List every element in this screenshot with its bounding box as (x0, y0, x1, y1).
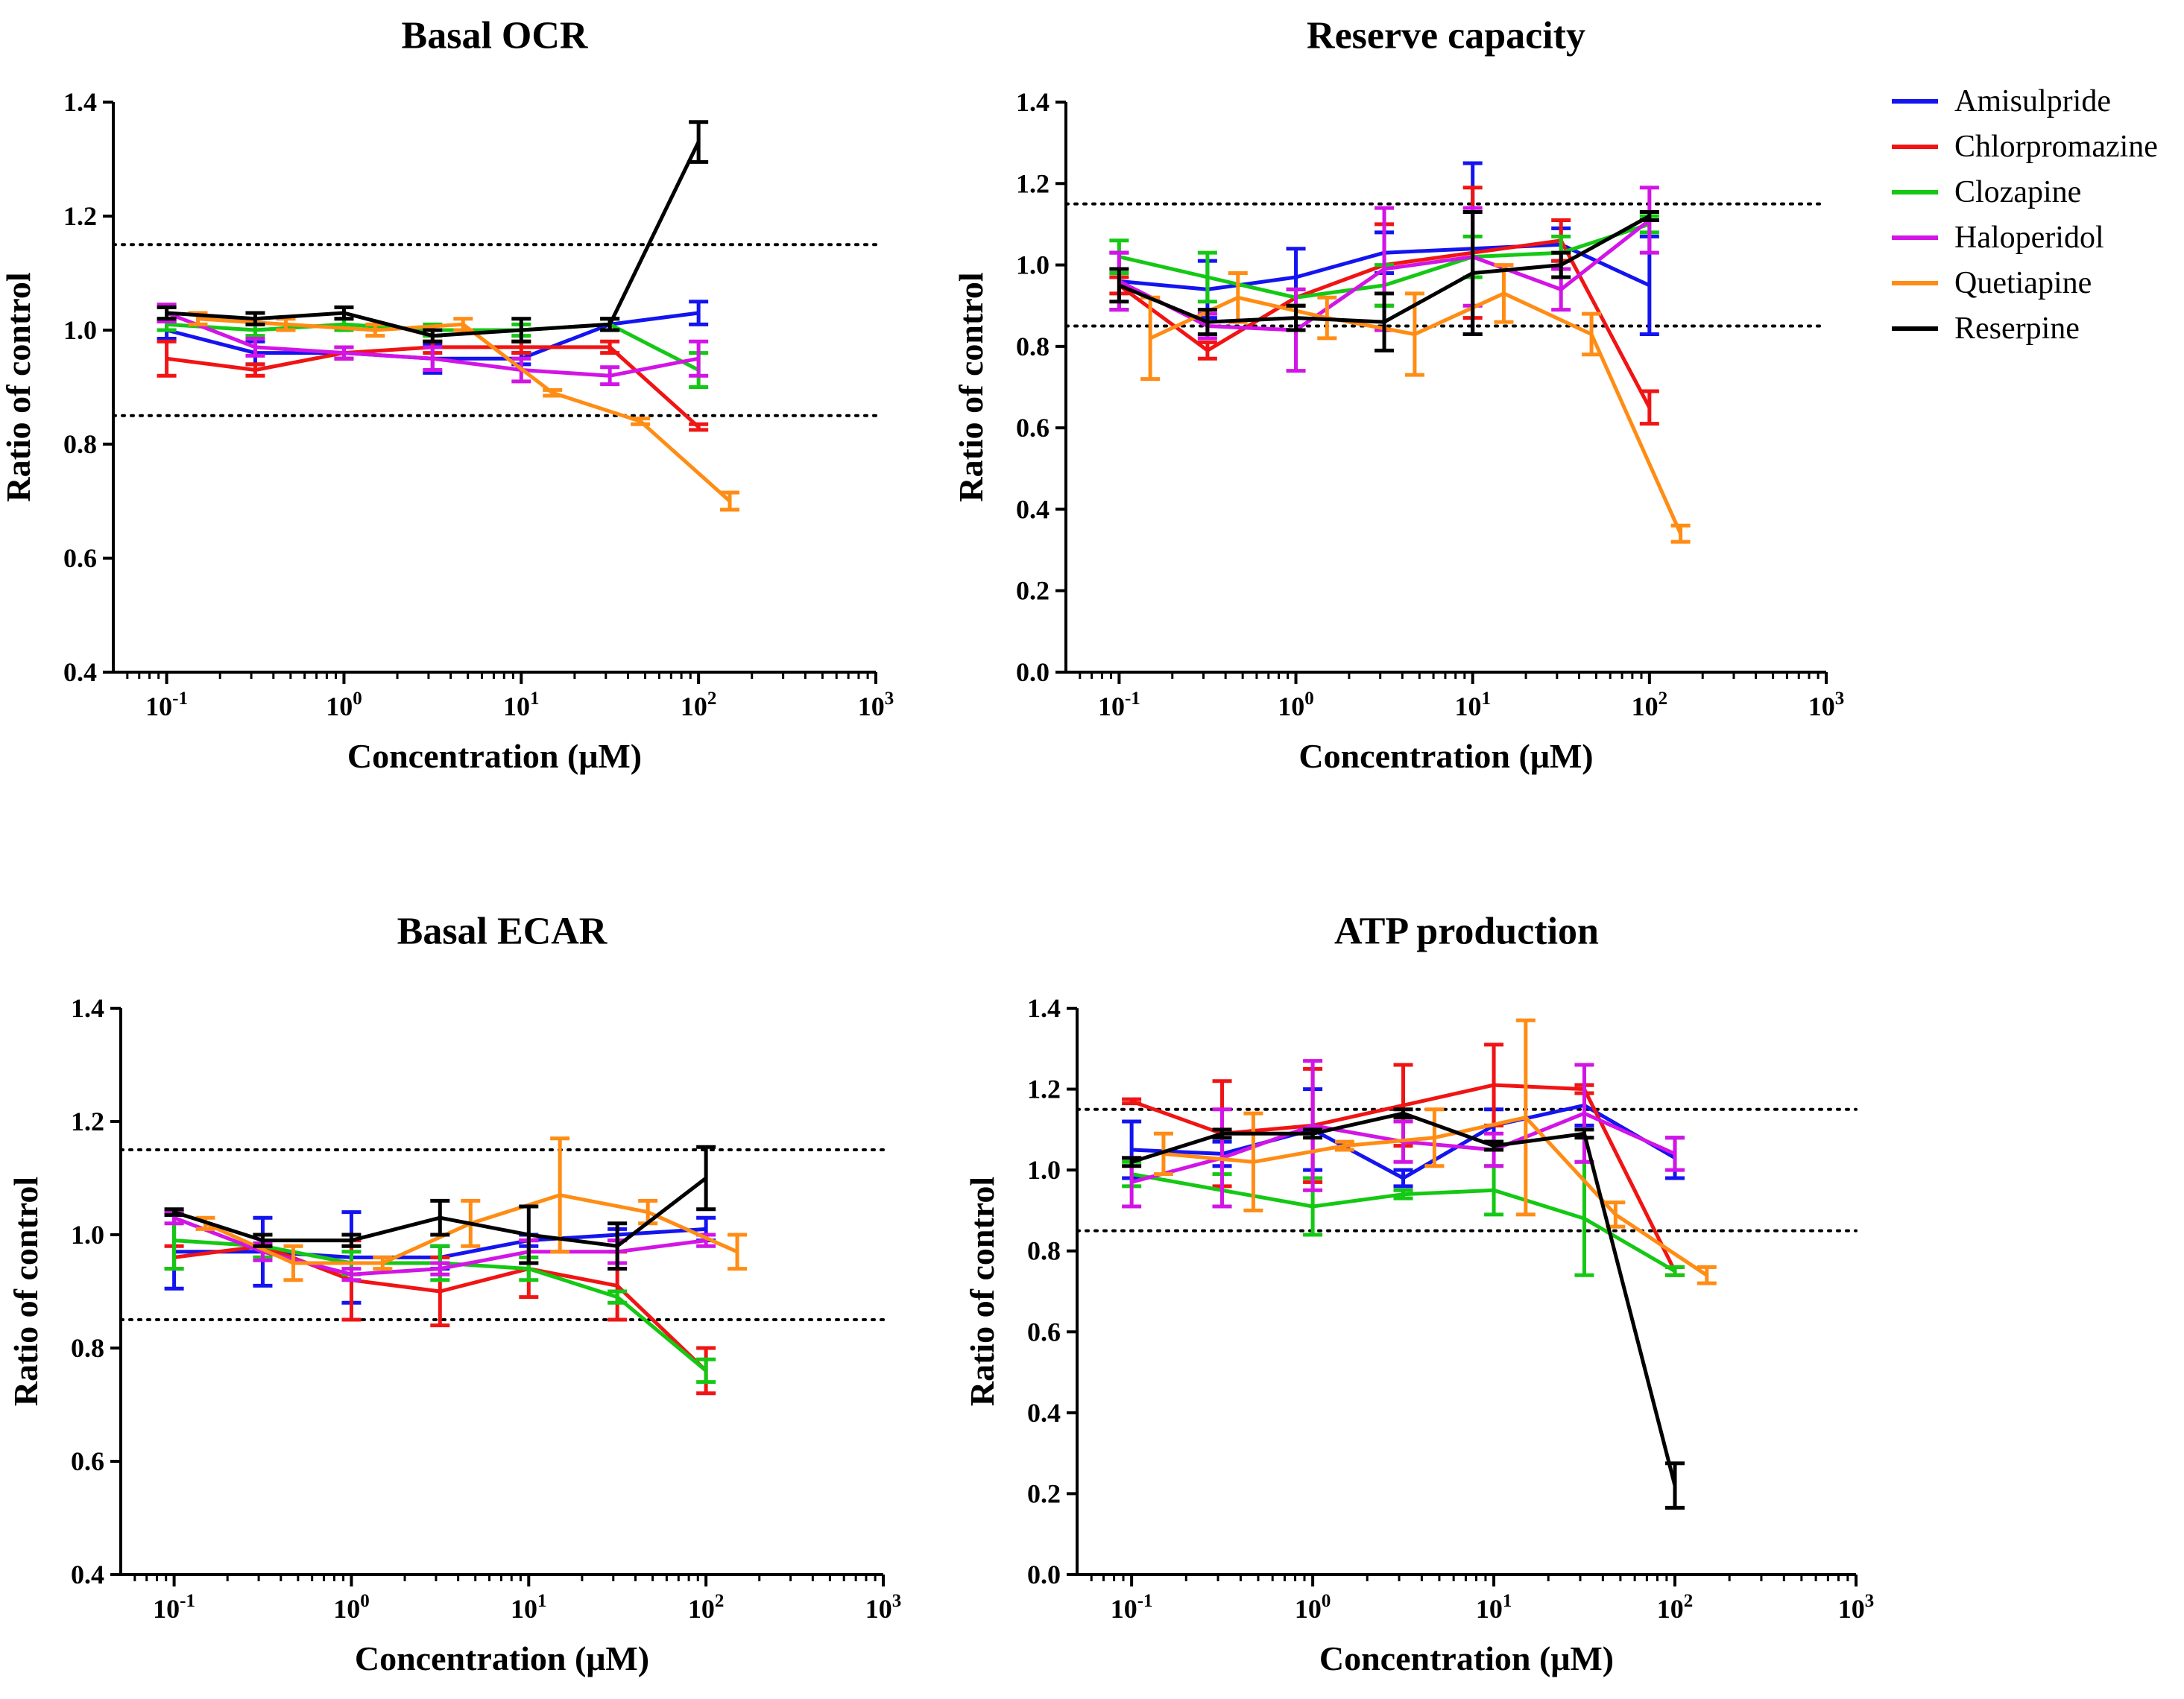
legend-label: Chlorpromazine (1954, 130, 2158, 164)
x-tick-label: 10-1 (1098, 689, 1140, 721)
y-tick-label: 0.4 (1027, 1398, 1061, 1428)
series-reserpine (157, 120, 709, 344)
y-axis-title: Ratio of control (7, 1177, 45, 1406)
chart-title: Reserve capacity (1307, 15, 1585, 57)
legend-item-haloperidol: Haloperidol (1892, 221, 2104, 255)
y-tick-label: 0.4 (1016, 494, 1050, 524)
x-axis-title: Concentration (μM) (1298, 737, 1593, 775)
x-tick-label: 102 (1657, 1591, 1694, 1624)
legend-label: Reserpine (1954, 311, 2080, 346)
x-tick-label: 102 (681, 689, 717, 721)
y-tick-label: 0.8 (63, 429, 97, 459)
y-tick-label: 1.0 (71, 1220, 104, 1250)
x-tick-label: 100 (326, 689, 362, 721)
legend-label: Clozapine (1954, 175, 2081, 209)
y-tick-label: 0.8 (1016, 332, 1050, 361)
x-tick-label: 103 (865, 1591, 902, 1624)
x-tick-label: 103 (1838, 1591, 1875, 1624)
legend-label: Amisulpride (1954, 84, 2111, 118)
x-tick-label: 101 (1476, 1591, 1512, 1624)
x-tick-label: 10-1 (1111, 1591, 1153, 1624)
y-axis-title: Ratio of control (963, 1177, 1001, 1406)
y-tick-label: 1.0 (63, 315, 97, 345)
panel-reserve-capacity: Reserve capacity 0.0 0.2 0.4 0.6 0.8 1.0 1.2 1.4… (952, 15, 1844, 776)
y-tick-label: 1.2 (71, 1107, 104, 1136)
legend-label: Quetiapine (1954, 266, 2092, 300)
y-tick-label: 0.8 (71, 1333, 104, 1363)
y-tick-label: 0.6 (63, 543, 97, 573)
y-tick-label: 1.0 (1027, 1155, 1061, 1185)
y-tick-label: 1.0 (1016, 250, 1050, 280)
x-axis-title: Concentration (μM) (347, 737, 642, 775)
y-axis-title: Ratio of control (952, 272, 990, 502)
y-tick-label: 0.4 (63, 657, 97, 687)
legend-item-amisulpride: Amisulpride (1892, 84, 2111, 118)
y-tick-label: 0.2 (1027, 1478, 1061, 1508)
legend-item-quetiapine: Quetiapine (1892, 266, 2092, 300)
series-reserpine (1122, 1107, 1685, 1510)
x-axis-title: Concentration (μM) (355, 1639, 649, 1677)
chart-title: Basal ECAR (397, 911, 608, 953)
y-tick-label: 0.8 (1027, 1236, 1061, 1266)
series-reserpine (164, 1145, 716, 1271)
legend-item-chlorpromazine: Chlorpromazine (1892, 130, 2158, 164)
series-line-reserpine (166, 141, 701, 338)
y-tick-label: 1.4 (1016, 87, 1050, 117)
y-tick-label: 1.4 (63, 87, 97, 117)
y-tick-label: 0.0 (1016, 657, 1050, 687)
legend-item-reserpine: Reserpine (1892, 311, 2080, 346)
panel-basal-ocr: Basal OCR 0.4 0.6 0.8 1.0 1.2 1.4 10-1 100 101 102… (0, 15, 894, 776)
legend-item-clozapine: Clozapine (1892, 175, 2081, 209)
series-quetiapine (1140, 263, 1691, 544)
y-tick-label: 0.6 (1016, 413, 1050, 443)
y-tick-label: 0.2 (1016, 576, 1050, 606)
x-tick-label: 10-1 (153, 1591, 195, 1624)
y-tick-label: 1.2 (1016, 168, 1050, 198)
x-tick-label: 103 (858, 689, 894, 721)
series-quetiapine (1153, 1018, 1717, 1285)
y-tick-label: 0.6 (71, 1446, 104, 1476)
y-tick-label: 1.4 (1027, 993, 1061, 1023)
x-tick-label: 103 (1808, 689, 1845, 721)
panel-atp-production: ATP production 0.0 0.2 0.4 0.6 0.8 1.0 1.2 1.4 10… (963, 911, 1874, 1678)
y-tick-label: 1.2 (1027, 1075, 1061, 1104)
x-tick-label: 101 (511, 1591, 547, 1624)
chart-title: Basal OCR (402, 15, 589, 57)
x-tick-label: 101 (503, 689, 540, 721)
y-tick-label: 1.4 (71, 993, 104, 1023)
legend-label: Haloperidol (1954, 221, 2104, 255)
chart-title: ATP production (1334, 911, 1599, 953)
series-quetiapine (188, 311, 740, 512)
y-tick-label: 1.2 (63, 201, 97, 231)
x-tick-label: 101 (1454, 689, 1491, 721)
y-axis-title: Ratio of control (0, 272, 37, 502)
x-tick-label: 100 (1278, 689, 1314, 721)
series-reserpine (1109, 210, 1659, 352)
x-tick-label: 102 (1632, 689, 1668, 721)
y-tick-label: 0.0 (1027, 1560, 1061, 1589)
x-tick-label: 10-1 (145, 689, 188, 721)
y-tick-label: 0.4 (71, 1560, 104, 1589)
panel-basal-ecar: Basal ECAR 0.4 0.6 0.8 1.0 1.2 1.4 10-1 100 101 10… (7, 911, 901, 1678)
x-tick-label: 100 (333, 1591, 370, 1624)
x-tick-label: 100 (1295, 1591, 1331, 1624)
legend: Amisulpride Chlorpromazine Clozapine Halope… (1892, 84, 2158, 346)
x-axis-title: Concentration (μM) (1319, 1639, 1614, 1677)
x-tick-label: 102 (688, 1591, 725, 1624)
y-tick-label: 0.6 (1027, 1317, 1061, 1347)
